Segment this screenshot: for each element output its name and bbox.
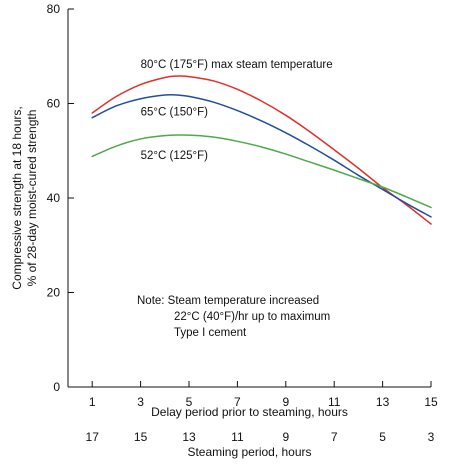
x2-axis-title: Steaming period, hours [187, 445, 311, 459]
x2-tick-label: 15 [134, 430, 148, 444]
x2-tick-label: 17 [86, 430, 100, 444]
label-80c: 80°C (175°F) max steam temperature [141, 59, 333, 71]
note-line-2: 22°C (40°F)/hr up to maximum [174, 311, 330, 323]
x-tick-label: 7 [234, 395, 241, 409]
note-line-3: Type I cement [174, 327, 247, 339]
y-tick-label: 40 [47, 191, 61, 205]
x2-tick-label: 9 [282, 430, 289, 444]
labels-layer: Delay period prior to steaming, hours Ste… [10, 59, 348, 459]
x-tick-label: 15 [424, 395, 438, 409]
y-tick-label: 80 [47, 2, 61, 16]
series-80c-line [91, 75, 432, 225]
y-tick-label: 60 [47, 97, 61, 111]
x-tick-label: 3 [137, 395, 144, 409]
note-line-1: Note: Steam temperature increased [137, 295, 319, 307]
y-tick-label: 20 [47, 286, 61, 300]
x-tick-label: 5 [186, 395, 193, 409]
x-tick-label: 11 [328, 395, 341, 409]
x2-tick-label: 3 [428, 430, 435, 444]
x-tick-label: 1 [89, 395, 96, 409]
x2-tick-label: 13 [182, 430, 196, 444]
x2-tick-label: 11 [231, 430, 244, 444]
x-tick-label: 9 [282, 395, 289, 409]
label-52c: 52°C (125°F) [141, 150, 209, 162]
label-65c: 65°C (150°F) [141, 106, 209, 118]
series-52c-line [91, 134, 432, 209]
x2-tick-label: 7 [331, 430, 338, 444]
x-axis-title: Delay period prior to steaming, hours [151, 405, 348, 419]
y-tick-label: 0 [53, 380, 60, 394]
series-layer [91, 75, 432, 225]
x2-tick-label: 5 [379, 430, 386, 444]
y-axis-title-line-2: % of 28-day moist-cured strength [25, 110, 39, 287]
x-tick-label: 13 [376, 395, 390, 409]
y-axis-title-line-1: Compressive strength at 18 hours, [10, 106, 24, 289]
